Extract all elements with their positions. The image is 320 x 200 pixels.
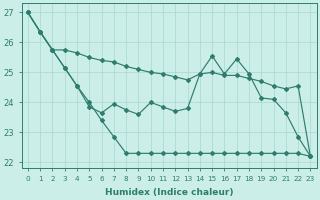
X-axis label: Humidex (Indice chaleur): Humidex (Indice chaleur) <box>105 188 233 197</box>
